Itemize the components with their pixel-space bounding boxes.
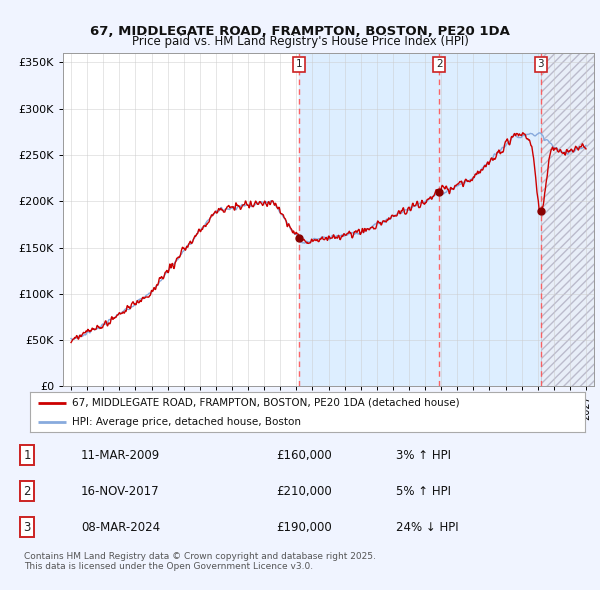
Text: 24% ↓ HPI: 24% ↓ HPI bbox=[396, 521, 458, 534]
Text: 67, MIDDLEGATE ROAD, FRAMPTON, BOSTON, PE20 1DA: 67, MIDDLEGATE ROAD, FRAMPTON, BOSTON, P… bbox=[90, 25, 510, 38]
Text: 11-MAR-2009: 11-MAR-2009 bbox=[81, 448, 160, 461]
Text: £210,000: £210,000 bbox=[276, 484, 332, 498]
Bar bbox=[541, 53, 594, 386]
Bar bbox=[541, 53, 594, 386]
Text: 3% ↑ HPI: 3% ↑ HPI bbox=[396, 448, 451, 461]
Text: Price paid vs. HM Land Registry's House Price Index (HPI): Price paid vs. HM Land Registry's House … bbox=[131, 35, 469, 48]
Text: £190,000: £190,000 bbox=[276, 521, 332, 534]
Text: 1: 1 bbox=[296, 59, 302, 69]
Text: 16-NOV-2017: 16-NOV-2017 bbox=[81, 484, 160, 498]
Text: HPI: Average price, detached house, Boston: HPI: Average price, detached house, Bost… bbox=[71, 417, 301, 427]
Text: 67, MIDDLEGATE ROAD, FRAMPTON, BOSTON, PE20 1DA (detached house): 67, MIDDLEGATE ROAD, FRAMPTON, BOSTON, P… bbox=[71, 398, 459, 408]
Text: 3: 3 bbox=[23, 521, 31, 534]
Text: 3: 3 bbox=[538, 59, 544, 69]
Text: 1: 1 bbox=[23, 448, 31, 461]
Text: 5% ↑ HPI: 5% ↑ HPI bbox=[396, 484, 451, 498]
Text: 2: 2 bbox=[436, 59, 443, 69]
Text: 2: 2 bbox=[23, 484, 31, 498]
Text: Contains HM Land Registry data © Crown copyright and database right 2025.
This d: Contains HM Land Registry data © Crown c… bbox=[24, 552, 376, 571]
Bar bbox=[299, 53, 541, 386]
Text: 08-MAR-2024: 08-MAR-2024 bbox=[81, 521, 160, 534]
Text: £160,000: £160,000 bbox=[276, 448, 332, 461]
